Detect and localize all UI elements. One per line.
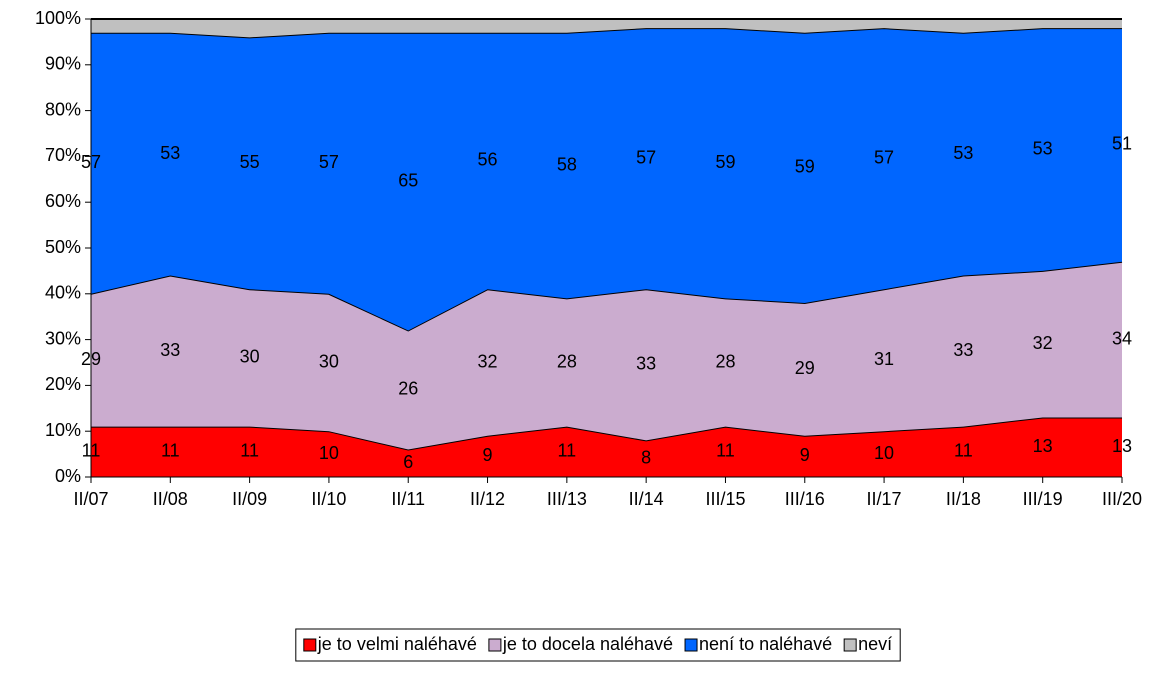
x-tick-label: II/10: [311, 489, 346, 509]
data-label: 10: [874, 443, 894, 463]
y-tick-label: 20%: [45, 374, 81, 394]
data-label: 55: [240, 152, 260, 172]
area: [91, 19, 1122, 38]
y-tick-label: 100%: [35, 8, 81, 28]
legend-swatch: [488, 638, 502, 652]
data-label: 53: [953, 143, 973, 163]
data-label: 57: [874, 147, 894, 167]
y-tick-label: 30%: [45, 328, 81, 348]
data-label: 51: [1112, 134, 1132, 154]
data-label: 11: [161, 441, 180, 461]
data-label: 29: [795, 358, 815, 378]
x-tick-label: III/19: [1023, 489, 1063, 509]
data-label: 31: [874, 349, 894, 369]
y-tick-label: 50%: [45, 237, 81, 257]
legend-label: je to docela naléhavé: [502, 634, 673, 654]
x-tick-label: III/20: [1102, 489, 1142, 509]
legend-swatch: [843, 638, 857, 652]
data-label: 13: [1033, 436, 1053, 456]
data-label: 6: [403, 452, 413, 472]
data-label: 11: [558, 441, 577, 461]
data-label: 30: [319, 351, 339, 371]
data-label: 58: [557, 154, 577, 174]
x-tick-label: III/15: [705, 489, 745, 509]
y-tick-label: 70%: [45, 145, 81, 165]
data-label: 10: [319, 443, 339, 463]
y-tick-label: 60%: [45, 191, 81, 211]
legend: je to velmi naléhavé je to docela naléhav…: [295, 628, 901, 662]
legend-label: neví: [858, 634, 892, 654]
area: [91, 28, 1122, 331]
x-tick-label: II/08: [153, 489, 188, 509]
data-label: 26: [398, 379, 418, 399]
data-label: 33: [953, 340, 973, 360]
data-label: 59: [795, 157, 815, 177]
y-tick-label: 10%: [45, 420, 81, 440]
x-tick-label: II/14: [629, 489, 664, 509]
data-label: 11: [954, 441, 973, 461]
data-label: 13: [1112, 436, 1132, 456]
data-label: 9: [800, 445, 810, 465]
data-label: 57: [319, 152, 339, 172]
x-tick-label: II/11: [391, 489, 425, 509]
y-tick-label: 90%: [45, 54, 81, 74]
data-label: 32: [478, 351, 498, 371]
data-label: 65: [398, 170, 418, 190]
y-tick-label: 40%: [45, 283, 81, 303]
data-label: 59: [715, 152, 735, 172]
data-label: 53: [160, 143, 180, 163]
x-tick-label: II/09: [232, 489, 267, 509]
legend-box: [295, 628, 901, 662]
data-label: 28: [557, 351, 577, 371]
data-label: 34: [1112, 328, 1132, 348]
x-tick-label: II/12: [470, 489, 505, 509]
x-tick-label: II/18: [946, 489, 981, 509]
data-label: 56: [478, 150, 498, 170]
data-label: 33: [160, 340, 180, 360]
x-tick-label: III/13: [547, 489, 587, 509]
legend-swatch: [684, 638, 698, 652]
data-label: 11: [716, 441, 735, 461]
data-label: 33: [636, 354, 656, 374]
legend-label: není to naléhavé: [699, 634, 832, 654]
area: [91, 417, 1122, 477]
data-label: 9: [483, 445, 493, 465]
data-label: 8: [641, 447, 651, 467]
data-label: 32: [1033, 333, 1053, 353]
y-tick-label: 80%: [45, 99, 81, 119]
legend-swatch: [303, 638, 317, 652]
legend-label: je to velmi naléhavé: [317, 634, 477, 654]
data-label: 57: [636, 147, 656, 167]
y-tick-label: 0%: [55, 466, 81, 486]
area: [91, 261, 1122, 450]
data-label: 11: [240, 441, 259, 461]
x-tick-label: III/16: [785, 489, 825, 509]
x-tick-label: II/17: [867, 489, 902, 509]
data-label: 28: [715, 351, 735, 371]
data-label: 53: [1033, 138, 1053, 158]
x-tick-label: II/07: [73, 489, 108, 509]
data-label: 30: [240, 347, 260, 367]
